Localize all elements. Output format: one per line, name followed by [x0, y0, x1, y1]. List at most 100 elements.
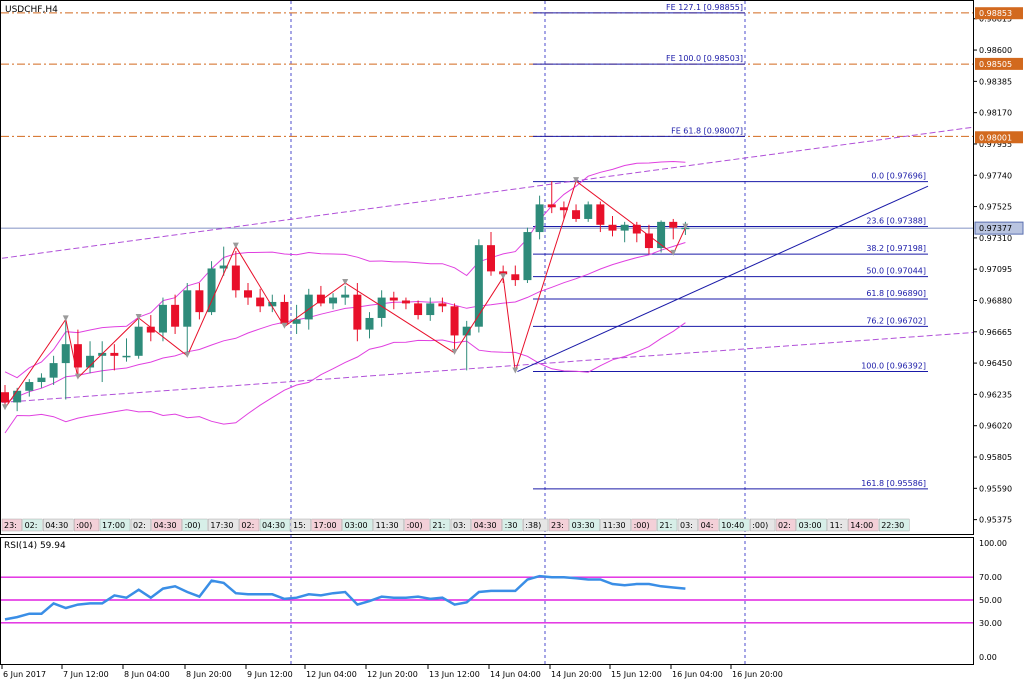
- session-label: 11:30: [376, 521, 399, 530]
- session-cell: [1, 518, 22, 532]
- session-cell: [750, 518, 776, 532]
- time-tick-label: 7 Jun 12:00: [63, 670, 109, 679]
- session-cell: [22, 518, 43, 532]
- session-label: 21:: [432, 521, 445, 530]
- time-tick-label: 8 Jun 20:00: [186, 670, 232, 679]
- session-label: 04:30: [474, 521, 497, 530]
- session-label: 03:00: [345, 521, 368, 530]
- fe-price-badge: [975, 131, 1023, 144]
- session-cell: [99, 518, 131, 532]
- candle-body: [620, 224, 629, 231]
- session-cell: [523, 518, 549, 532]
- channel-lower-line: [1, 332, 974, 403]
- fibo-label: 0.0 [0.97696]: [871, 172, 926, 181]
- time-tick-label: 6 Jun 2017: [3, 670, 46, 679]
- session-label: 11:: [830, 521, 843, 530]
- fe-label: FE 127.1 [0.98855]: [666, 3, 743, 12]
- session-label: 22:30: [881, 521, 904, 530]
- rsi-tick-label: 100.00: [979, 539, 1007, 548]
- candle-body: [644, 233, 653, 249]
- time-tick-label: 9 Jun 12:00: [247, 670, 293, 679]
- fractal-marker: [62, 315, 69, 322]
- channel-upper-line: [1, 126, 974, 259]
- fractal-marker: [682, 223, 689, 230]
- session-cell: [719, 518, 750, 532]
- price-tick-label: 0.96880: [979, 296, 1012, 305]
- session-label: 03:00: [799, 521, 822, 530]
- session-cell: [342, 518, 373, 532]
- candle-body: [280, 301, 289, 324]
- candle-body: [231, 265, 240, 291]
- session-label: :00): [634, 521, 650, 530]
- session-cell: [827, 518, 848, 532]
- fractal-marker: [451, 348, 458, 355]
- price-tick-label: 0.96020: [979, 422, 1012, 431]
- session-label: 17:00: [314, 521, 337, 530]
- price-tick-label: 0.95805: [979, 453, 1012, 462]
- candle-body: [608, 224, 617, 231]
- candle-body: [292, 319, 301, 324]
- session-cell: [430, 518, 451, 532]
- session-label: 03:: [453, 521, 466, 530]
- session-cell: [130, 518, 151, 532]
- candle-body: [146, 326, 155, 333]
- session-cell: [796, 518, 827, 532]
- session-cell: [290, 518, 311, 532]
- candle-body: [377, 297, 386, 318]
- price-tick-label: 0.97955: [979, 140, 1012, 149]
- session-label: 17:00: [102, 521, 125, 530]
- candle-body: [134, 326, 143, 356]
- session-label: 02:: [778, 521, 791, 530]
- fractal-marker: [342, 279, 349, 286]
- session-label: 23:: [4, 521, 17, 530]
- time-axis: 6 Jun 2017 7 Jun 12:00 8 Jun 04:00 8 Jun 20…: [1, 665, 783, 679]
- candle-body: [207, 268, 216, 313]
- candle-body: [195, 290, 204, 313]
- fe-price-badge: [975, 7, 1023, 20]
- session-cell: [600, 518, 631, 532]
- session-label: 02:: [25, 521, 38, 530]
- candle-body: [37, 377, 46, 383]
- candle-body: [389, 297, 398, 301]
- candle-body: [365, 317, 374, 330]
- session-cell: [208, 518, 239, 532]
- session-cell: [657, 518, 678, 532]
- fractal-marker: [184, 351, 191, 358]
- fe-price-badge-label: 0.98505: [979, 60, 1012, 69]
- session-cell: [450, 518, 471, 532]
- fibo-retracement: 0.0 [0.97696] 23.6 [0.97388] 38.2 [0.97198…: [1, 172, 973, 490]
- candle-body: [341, 294, 350, 298]
- fe-price-badge-label: 0.98001: [979, 133, 1012, 142]
- price-tick-label: 0.98600: [979, 46, 1012, 55]
- candle-body: [158, 304, 167, 333]
- fibo-label: 38.2 [0.97198]: [866, 244, 926, 253]
- candle-body: [657, 221, 666, 249]
- session-label: :00): [185, 521, 201, 530]
- time-tick-label: 12 Jun 20:00: [367, 670, 418, 679]
- price-tick-label: 0.97740: [979, 171, 1012, 180]
- candle-body: [61, 344, 70, 364]
- price-tick-label: 0.98815: [979, 15, 1012, 24]
- candle-body: [474, 245, 483, 327]
- session-label: 23:: [551, 521, 564, 530]
- candle-body: [122, 355, 131, 358]
- candle-body: [110, 352, 119, 356]
- session-cell: [259, 518, 291, 532]
- price-tick-label: 0.98385: [979, 77, 1012, 86]
- candle-body: [426, 303, 435, 316]
- fractal-marker: [135, 313, 142, 320]
- candle-body: [304, 294, 313, 320]
- current-price-label: 0.97377: [979, 224, 1012, 233]
- session-label: :38): [525, 521, 541, 530]
- candle-body: [499, 271, 508, 275]
- candle-body: [401, 300, 410, 304]
- candle-body: [329, 297, 338, 304]
- envelope-bands: [4, 160, 686, 434]
- time-tick-label: 8 Jun 04:00: [124, 670, 170, 679]
- session-cell: [848, 518, 879, 532]
- candle-body: [171, 304, 180, 327]
- session-label: :00): [76, 521, 92, 530]
- zigzag-indicator: [2, 177, 689, 411]
- fe-price-badge: [975, 57, 1023, 70]
